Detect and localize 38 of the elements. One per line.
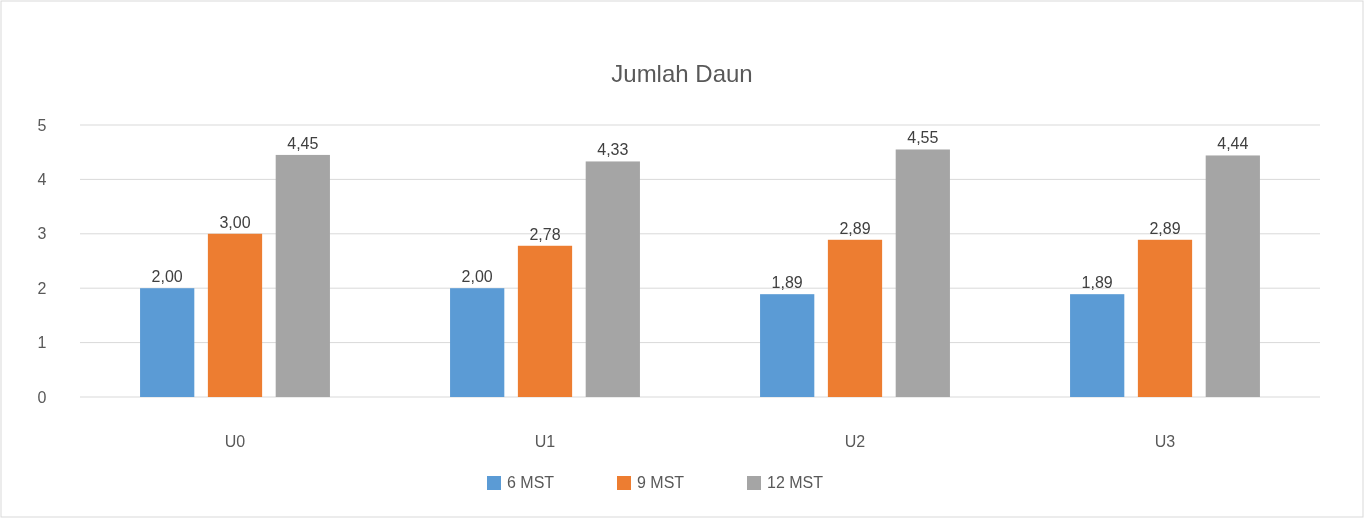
data-label: 2,78: [529, 225, 561, 243]
x-tick-label: U1: [534, 433, 556, 450]
bar: [1205, 155, 1260, 397]
data-label: 4,45: [287, 134, 319, 152]
data-label: 2,00: [461, 268, 493, 286]
data-label: 4,33: [597, 141, 629, 159]
data-label: 2,89: [839, 219, 871, 237]
data-label: 4,44: [1217, 135, 1249, 153]
legend-label: 12 MST: [767, 474, 824, 491]
x-tick-label: U0: [224, 433, 246, 450]
legend-label: 6 MST: [507, 474, 555, 491]
y-tick-label: 1: [37, 334, 47, 352]
y-tick-label: 0: [37, 388, 47, 406]
y-tick-label: 2: [37, 279, 47, 297]
y-tick-label: 3: [37, 225, 47, 243]
x-tick-label: U3: [1154, 433, 1176, 450]
bar: [207, 233, 263, 397]
bar: [585, 161, 640, 397]
data-label: 2,00: [151, 268, 183, 286]
x-tick-label: U2: [844, 433, 866, 450]
bar: [827, 239, 883, 397]
data-label: 3,00: [219, 213, 251, 231]
bar: [275, 154, 330, 397]
y-tick-label: 5: [37, 116, 47, 134]
chart-title: Jumlah Daun: [611, 60, 753, 87]
data-label: 1,89: [1081, 274, 1113, 292]
bar: [140, 288, 195, 397]
bar: [1070, 294, 1125, 397]
bar: [760, 294, 815, 397]
bar: [1137, 239, 1193, 397]
bar: [895, 149, 950, 397]
bar: [450, 288, 505, 397]
data-label: 1,89: [771, 274, 803, 292]
data-label: 2,89: [1149, 219, 1181, 237]
legend-label: 9 MST: [637, 474, 685, 491]
data-label: 4,55: [907, 129, 939, 147]
y-tick-label: 4: [37, 171, 47, 188]
bar: [517, 245, 573, 397]
